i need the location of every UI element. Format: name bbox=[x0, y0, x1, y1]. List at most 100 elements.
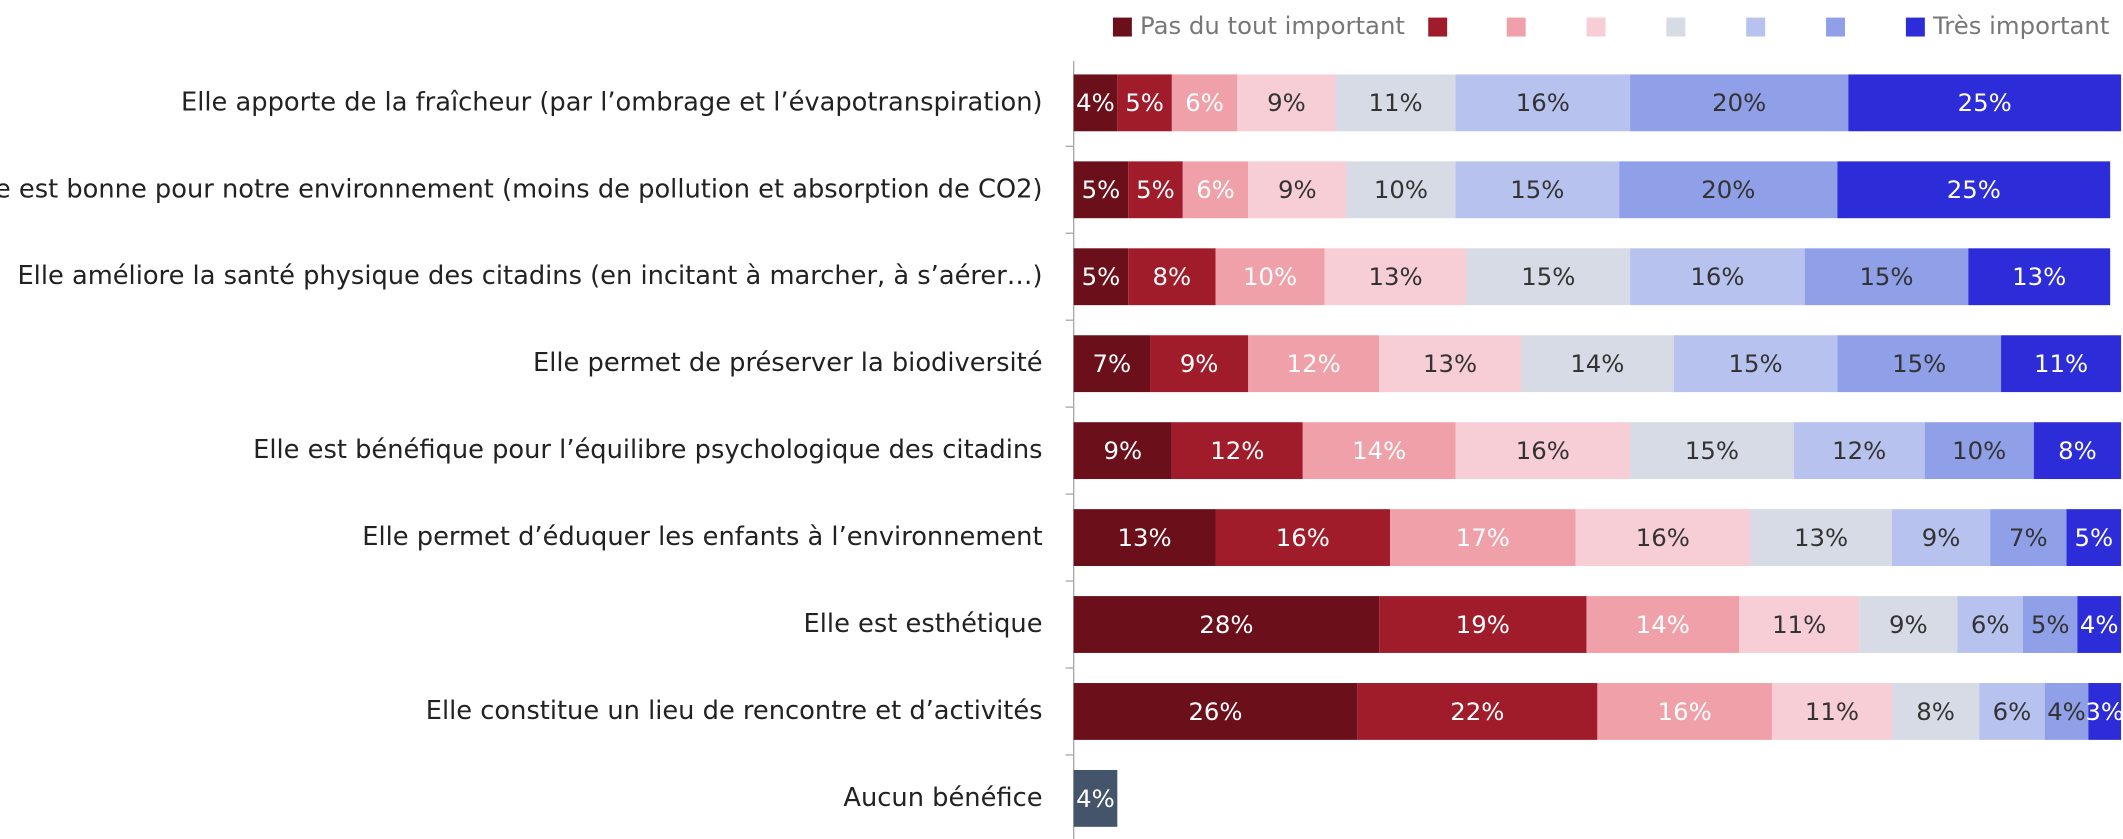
data-label: 25% bbox=[1947, 175, 2001, 204]
bar-segment bbox=[1073, 161, 1129, 219]
bar-segment bbox=[1302, 422, 1456, 480]
bar-segment bbox=[1128, 248, 1216, 306]
category-label: Elle est esthétique bbox=[804, 609, 1043, 639]
bar-segment bbox=[1248, 335, 1380, 393]
bar-segment bbox=[1150, 335, 1249, 393]
category-label: Elle améliore la santé physique des cita… bbox=[17, 261, 1042, 291]
bar-segment bbox=[1891, 509, 1991, 566]
bar-segment bbox=[1379, 335, 1522, 393]
legend-swatch bbox=[1506, 17, 1526, 37]
bar-segment bbox=[1575, 509, 1751, 566]
bar-segment bbox=[2088, 683, 2122, 740]
legend-swatch bbox=[1905, 17, 1925, 37]
data-label: 16% bbox=[1658, 697, 1712, 726]
data-label: 6% bbox=[1196, 175, 1235, 204]
bar-segment bbox=[1390, 509, 1576, 566]
bar-segment bbox=[1073, 683, 1358, 740]
bar-segment bbox=[1073, 509, 1216, 566]
bar-segment bbox=[2066, 509, 2122, 566]
bar-segment bbox=[1215, 248, 1325, 306]
data-label: 10% bbox=[1374, 175, 1428, 204]
data-label: 13% bbox=[1423, 349, 1477, 378]
legend-swatch bbox=[1666, 17, 1686, 37]
data-label: 14% bbox=[1570, 349, 1624, 378]
data-label: 15% bbox=[1859, 262, 1913, 291]
data-label: 8% bbox=[1153, 262, 1192, 291]
bar-segment bbox=[1335, 74, 1456, 132]
data-label: 10% bbox=[1243, 262, 1297, 291]
bar-segment bbox=[2033, 422, 2122, 480]
data-label: 6% bbox=[1971, 610, 2010, 639]
data-label: 11% bbox=[1368, 88, 1422, 117]
bar-segment bbox=[2044, 683, 2089, 740]
data-label: 13% bbox=[1118, 523, 1172, 552]
data-label: 9% bbox=[1922, 523, 1961, 552]
data-label: 4% bbox=[1076, 784, 1115, 813]
bar-segment bbox=[1324, 248, 1467, 306]
data-label: 5% bbox=[2031, 610, 2070, 639]
data-label: 9% bbox=[1267, 88, 1306, 117]
legend-swatch bbox=[1428, 17, 1448, 37]
data-label: 5% bbox=[1082, 175, 1121, 204]
data-label: 13% bbox=[1368, 262, 1422, 291]
legend-label: Très important bbox=[1932, 11, 2109, 40]
bar-segment bbox=[1128, 161, 1183, 219]
bar-segment bbox=[1968, 248, 2111, 306]
bar-segment bbox=[1073, 422, 1172, 480]
bar-segment bbox=[1804, 248, 1969, 306]
data-label: 15% bbox=[1510, 175, 1564, 204]
data-label: 28% bbox=[1199, 610, 1253, 639]
bar-segment bbox=[1859, 596, 1958, 653]
bar-segment bbox=[1171, 422, 1303, 480]
bar-segment bbox=[1379, 596, 1587, 653]
bar-segment bbox=[1673, 335, 1838, 393]
bar-segment bbox=[1248, 161, 1347, 219]
data-label: 4% bbox=[2047, 697, 2086, 726]
bar-segment bbox=[2022, 596, 2078, 653]
data-label: 16% bbox=[1636, 523, 1690, 552]
data-label: 12% bbox=[1287, 349, 1341, 378]
data-label: 11% bbox=[1772, 610, 1826, 639]
data-label: 17% bbox=[1456, 523, 1510, 552]
bar-segment bbox=[1455, 74, 1631, 132]
data-label: 26% bbox=[1188, 697, 1242, 726]
category-label: Elle apporte de la fraîcheur (par l’ombr… bbox=[181, 87, 1043, 117]
bar-segment bbox=[1117, 74, 1172, 132]
legend-swatch bbox=[1586, 17, 1606, 37]
data-label: 16% bbox=[1516, 88, 1570, 117]
bar-segment bbox=[1455, 161, 1620, 219]
bar-segment bbox=[1597, 683, 1772, 740]
data-label: 5% bbox=[1125, 88, 1164, 117]
bar-segment bbox=[1630, 74, 1849, 132]
data-label: 13% bbox=[2012, 262, 2066, 291]
data-label: 6% bbox=[1185, 88, 1224, 117]
data-label: 9% bbox=[1180, 349, 1219, 378]
data-label: 19% bbox=[1456, 610, 1510, 639]
data-label: 4% bbox=[2080, 610, 2119, 639]
data-label: 10% bbox=[1952, 436, 2006, 465]
bar-segment bbox=[1848, 74, 2122, 132]
bar-segment bbox=[1182, 161, 1249, 219]
data-label: 11% bbox=[1805, 697, 1859, 726]
bar-segment bbox=[1979, 683, 2045, 740]
bar-segment bbox=[1171, 74, 1238, 132]
bar-segment bbox=[1957, 596, 2023, 653]
bar-segment bbox=[1990, 509, 2067, 566]
data-label: 9% bbox=[1278, 175, 1317, 204]
legend-swatch bbox=[1746, 17, 1766, 37]
bar-segment bbox=[1466, 248, 1631, 306]
bar-segment bbox=[2077, 596, 2122, 653]
legend-swatch bbox=[1112, 17, 1132, 37]
category-label: Aucun bénéfice bbox=[843, 783, 1042, 813]
bar-segment bbox=[1630, 422, 1794, 480]
bar-segment bbox=[1357, 683, 1598, 740]
data-label: 5% bbox=[1136, 175, 1175, 204]
data-label: 4% bbox=[1076, 88, 1115, 117]
bar-segment bbox=[1073, 769, 1118, 827]
bar-segment bbox=[1346, 161, 1456, 219]
data-label: 15% bbox=[1521, 262, 1575, 291]
data-label: 12% bbox=[1832, 436, 1886, 465]
data-label: 16% bbox=[1690, 262, 1744, 291]
legend-swatch bbox=[1826, 17, 1846, 37]
